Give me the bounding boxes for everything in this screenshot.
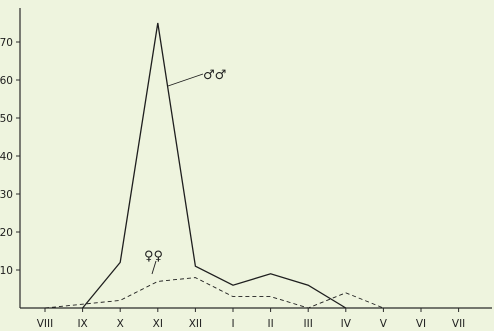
y-ticks: 10 20 30 40 50 60 70 bbox=[0, 37, 20, 277]
female-annotation-leader bbox=[151, 260, 157, 275]
y-tick-label: 20 bbox=[0, 227, 13, 239]
x-tick-label: XI bbox=[153, 318, 163, 330]
y-tick-label: 40 bbox=[0, 151, 13, 163]
x-tick-label: VI bbox=[416, 318, 426, 330]
y-tick-label: 70 bbox=[0, 37, 13, 49]
male-series-label: ♂♂ bbox=[203, 68, 226, 83]
x-tick-label: IV bbox=[341, 318, 352, 330]
x-tick-label: VII bbox=[452, 318, 465, 330]
female-series-label: ♀♀ bbox=[144, 249, 163, 264]
x-tick-label: VIII bbox=[37, 318, 53, 330]
y-tick-label: 30 bbox=[0, 189, 13, 201]
series-group bbox=[44, 22, 384, 309]
x-tick-label: II bbox=[267, 318, 273, 330]
male-series-line bbox=[82, 22, 347, 309]
x-tick-label: I bbox=[231, 318, 234, 330]
x-ticks: VIII IX X XI XII I II III IV V VI VII bbox=[37, 308, 465, 330]
female-series-line bbox=[44, 277, 384, 309]
male-annotation-leader bbox=[167, 73, 204, 87]
y-tick-label: 60 bbox=[0, 75, 13, 87]
x-tick-label: III bbox=[304, 318, 313, 330]
series-annotations: ♂♂ ♀♀ bbox=[144, 68, 226, 275]
x-tick-label: IX bbox=[77, 318, 87, 330]
x-tick-label: X bbox=[117, 318, 124, 330]
y-tick-label: 10 bbox=[0, 265, 13, 277]
y-tick-label: 50 bbox=[0, 113, 13, 125]
x-tick-label: XII bbox=[189, 318, 202, 330]
x-tick-label: V bbox=[380, 318, 388, 330]
